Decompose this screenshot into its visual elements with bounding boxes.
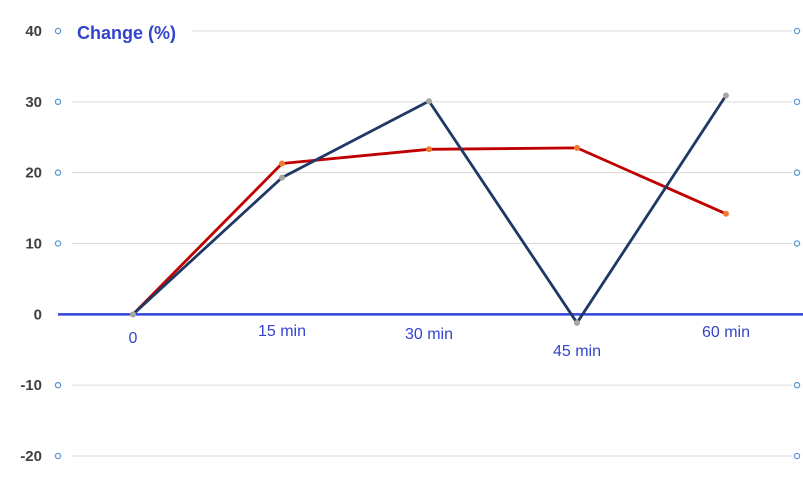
right-tick-marker — [793, 452, 801, 460]
series-2-point — [130, 311, 136, 318]
x-tick-label: 0 — [129, 330, 138, 347]
series-1-point — [723, 210, 729, 217]
left-tick-marker — [54, 98, 62, 106]
series-1-point — [279, 160, 285, 167]
right-tick-marker — [793, 169, 801, 176]
left-tick-marker — [54, 240, 62, 247]
right-tick-marker — [793, 27, 801, 35]
right-tick-marker — [793, 240, 801, 247]
series-line-2 — [132, 94, 728, 325]
x-tick-label: 30 min — [405, 326, 453, 343]
series-2-point — [279, 174, 285, 181]
series-2-point — [426, 98, 432, 105]
y-tick-label: 20 — [25, 165, 42, 182]
left-tick-marker — [54, 452, 62, 460]
y-tick-label: -20 — [20, 448, 42, 465]
y-tick-label: 30 — [25, 94, 42, 111]
right-tick-marker — [793, 381, 801, 389]
x-tick-label: 15 min — [258, 323, 306, 340]
y-tick-label: 0 — [34, 306, 42, 323]
series-1-point — [426, 146, 432, 153]
series-2-point — [574, 319, 580, 326]
right-tick-marker — [793, 98, 801, 106]
y-tick-label: 40 — [25, 23, 42, 40]
left-tick-marker — [54, 381, 62, 389]
y-tick-label: -10 — [20, 377, 42, 394]
left-tick-marker — [54, 169, 62, 176]
series-1-point — [574, 144, 580, 151]
x-tick-label: 60 min — [702, 324, 750, 341]
y-axis-title: Change (%) — [77, 23, 176, 43]
left-tick-marker — [54, 27, 62, 35]
y-tick-label: 10 — [25, 236, 42, 253]
series-2-point — [723, 92, 729, 99]
x-axis-ticks: 0 15 min 30 min 45 min 60 min — [129, 323, 750, 360]
series-lines — [130, 92, 729, 326]
y-axis-ticks: 40 30 20 10 0 -10 -20 — [20, 23, 42, 465]
x-tick-label: 45 min — [553, 343, 601, 360]
gridlines — [54, 27, 801, 460]
